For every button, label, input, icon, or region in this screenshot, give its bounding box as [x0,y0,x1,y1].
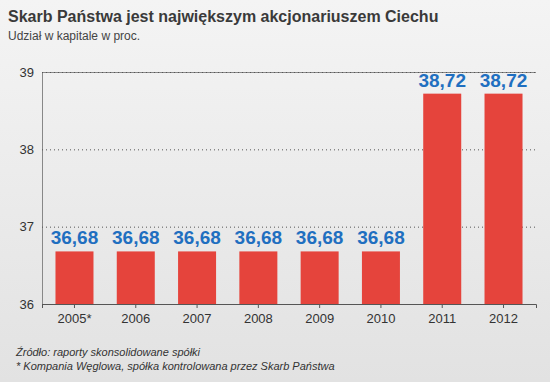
x-tick-label: 2010 [366,311,395,326]
y-tick-label: 36 [20,297,34,312]
x-tick: 2006 [121,304,150,326]
chart: Skarb Państwa jest największym akcjonari… [0,0,550,382]
grid-line [42,149,536,150]
x-tick: 2007 [183,304,212,326]
bar [423,94,461,304]
x-tick: 2011 [428,304,456,326]
x-tick-mark [380,304,381,308]
x-tick-label: 2008 [244,311,273,326]
x-tick-label: 2006 [121,311,150,326]
x-tick: 2010 [366,304,395,326]
x-axis-line [43,305,537,309]
y-tick-label: 37 [20,219,34,234]
footnotes: Źródło: raporty skonsolidowane spółki * K… [15,346,335,372]
x-axis: 2005* 2006 2007 2008 2009 2010 2011 2012 [43,304,537,326]
x-tick-label: 2007 [183,311,212,326]
x-tick-mark [135,304,136,308]
x-tick: 2012 [489,304,518,326]
bar [117,251,155,304]
y-axis-line [43,73,537,305]
bar [362,251,400,304]
x-tick-mark [503,304,504,308]
x-tick-label: 2005* [57,311,91,326]
x-tick-label: 2012 [489,311,518,326]
x-tick: 2008 [244,304,273,326]
title: Skarb Państwa jest największym akcjonari… [8,8,438,25]
x-tick: 2009 [305,304,334,326]
x-tick-mark [442,304,443,308]
bar [485,94,523,304]
x-tick-mark [258,304,259,308]
bar [301,251,339,304]
x-tick-label: 2011 [428,311,456,326]
data-label: 36,68 [173,227,221,248]
plot: 36 37 38 39 2005* 2006 2007 2008 2009 2010 2011 201… [20,65,537,327]
bar [55,251,93,304]
bars [55,94,522,304]
data-label: 36,68 [112,227,160,248]
x-tick-label: 2009 [305,311,334,326]
data-label: 36,68 [296,227,344,248]
y-tick-label: 39 [20,65,34,80]
subtitle: Udział w kapitale w proc. [8,29,140,43]
y-tick-label: 38 [20,142,34,157]
x-tick-mark [74,304,75,308]
data-labels: 36,68 36,68 36,68 36,68 36,68 36,68 38,72 38,72 [51,70,528,249]
background [0,0,550,382]
x-tick: 2005* [57,304,91,326]
data-label: 36,68 [235,227,283,248]
data-label: 38,72 [480,70,528,91]
data-label: 36,68 [357,227,405,248]
x-tick-mark [197,304,198,308]
data-label: 38,72 [418,70,466,91]
data-label: 36,68 [51,227,99,248]
bar [239,251,277,304]
annotation: * Kompania Węglowa, spółka kontrolowana … [16,360,335,372]
annotation: Źródło: raporty skonsolidowane spółki [15,346,201,358]
bar [178,251,216,304]
y-axis: 36 37 38 39 [20,65,536,312]
x-tick-mark [319,304,320,308]
